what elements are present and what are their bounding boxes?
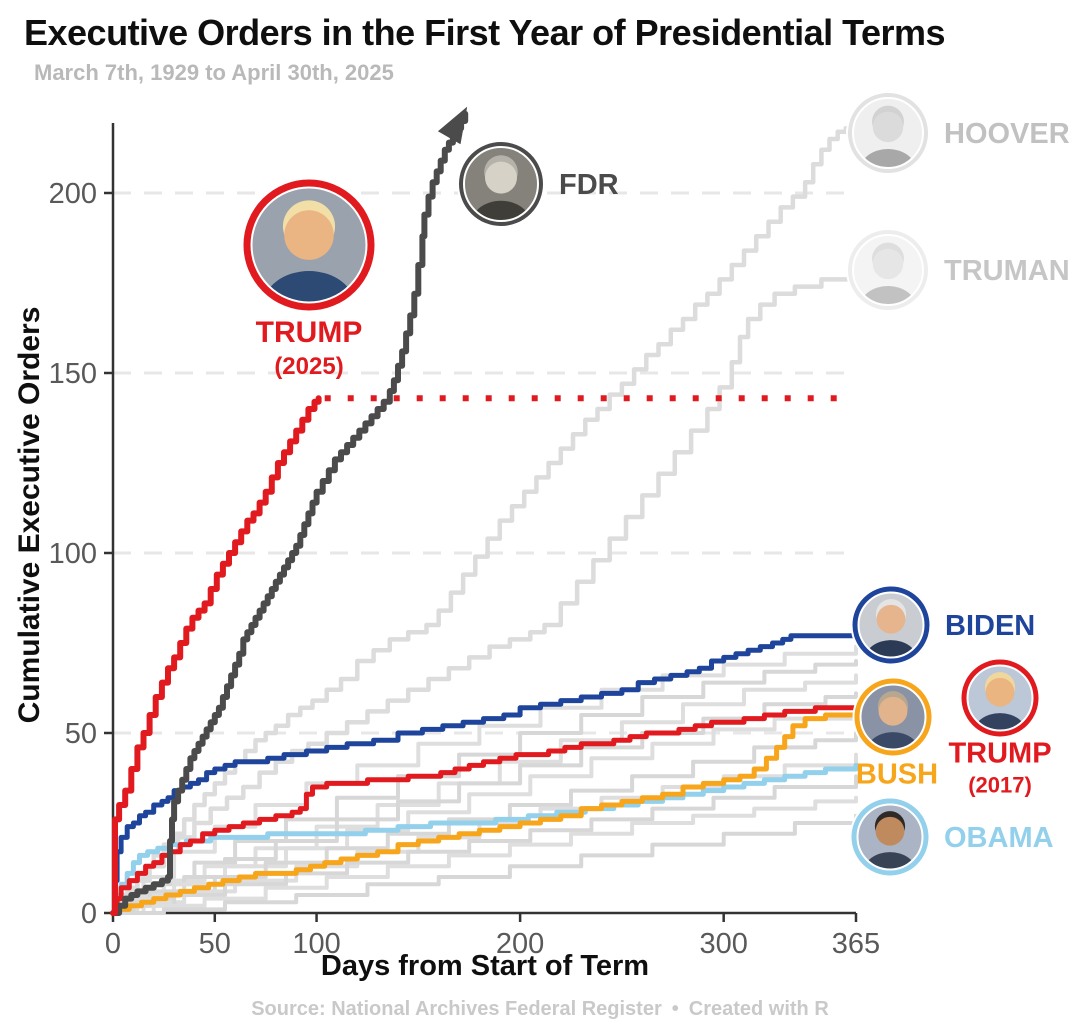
label-truman: TRUMAN (944, 255, 1070, 287)
x-tick-label-365: 365 (832, 928, 880, 960)
avatar-ring-obama (851, 798, 929, 876)
label-fdr: FDR (559, 169, 619, 201)
series-line-other-3 (111, 673, 858, 915)
annotation-trump-2017: TRUMP (2017) (948, 657, 1052, 797)
label-biden: BIDEN (945, 610, 1035, 642)
series-line-bush (110, 712, 859, 916)
series-line-other-5 (111, 705, 858, 915)
avatar-ring-hoover (848, 93, 928, 173)
annotation-bush: BUSH (852, 676, 938, 790)
series-line-fdr (110, 110, 469, 916)
footer-source: Source: National Archives Federal Regist… (251, 998, 662, 1020)
series-line-other-1 (111, 644, 858, 915)
footer-credit: Created with R (688, 998, 829, 1020)
x-tick-label-200: 200 (496, 928, 544, 960)
y-tick-label-0: 0 (81, 898, 97, 930)
chart-title: Executive Orders in the First Year of Pr… (24, 12, 946, 53)
y-tick-label-150: 150 (49, 358, 97, 390)
x-tick-label-0: 0 (105, 928, 121, 960)
avatar-ring-fdr (459, 142, 543, 226)
y-tick-label-200: 200 (49, 178, 97, 210)
avatar-ring-trump-2025 (243, 179, 375, 311)
x-tick-label-300: 300 (699, 928, 747, 960)
x-axis-title: Days from Start of Term (320, 950, 650, 982)
y-tick-label-50: 50 (65, 718, 97, 750)
sublabel-trump-2017: (2017) (968, 772, 1032, 797)
series-line-other-10 (111, 813, 858, 915)
footer-separator: • (671, 998, 679, 1020)
annotation-truman: TRUMAN (846, 228, 1070, 312)
annotation-trump-2025: TRUMP (2025) (241, 177, 377, 380)
avatar-ring-biden (852, 586, 930, 664)
fdr-arrow-icon (437, 106, 468, 145)
avatar-ring-bush (854, 678, 932, 756)
avatar-ring-trump-2017 (961, 659, 1039, 737)
annotation-fdr: FDR (457, 140, 619, 228)
chart-subtitle: March 7th, 1929 to April 30th, 2025 (34, 60, 394, 85)
footer: Source: National Archives Federal Regist… (0, 998, 1080, 1021)
series-line-other-9 (111, 795, 858, 915)
series-line-trump-2025 (110, 395, 322, 916)
series-line-truman (110, 273, 859, 916)
series-line-trump-2017 (110, 705, 859, 916)
annotation-biden: BIDEN (850, 584, 1035, 666)
series-line-hoover (110, 118, 859, 916)
label-bush: BUSH (856, 758, 938, 790)
label-hoover: HOOVER (944, 118, 1070, 150)
series-line-other-8 (111, 774, 858, 915)
x-tick-label-100: 100 (292, 928, 340, 960)
avatar-ring-truman (848, 230, 928, 310)
x-tick-label-50: 50 (199, 928, 231, 960)
series-line-biden (110, 633, 859, 916)
y-tick-label-100: 100 (49, 538, 97, 570)
series-line-obama (110, 762, 859, 916)
sublabel-trump-2025: (2025) (274, 353, 343, 380)
label-obama: OBAMA (944, 822, 1054, 854)
y-axis-title: Cumulative Executive Orders (13, 306, 46, 724)
label-trump-2025: TRUMP (256, 316, 363, 349)
annotation-hoover: HOOVER (846, 91, 1070, 175)
annotation-obama: OBAMA (849, 796, 1054, 878)
label-trump-2017: TRUMP (948, 737, 1051, 769)
